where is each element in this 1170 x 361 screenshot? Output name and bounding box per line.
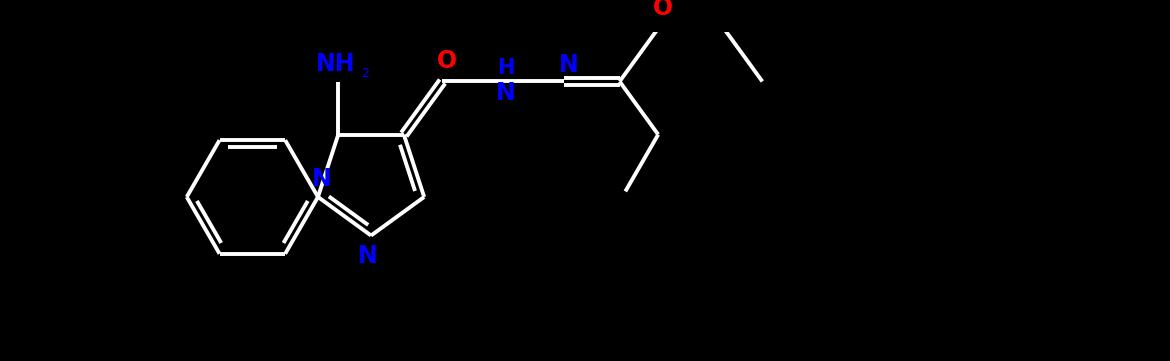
Text: N: N: [558, 53, 578, 77]
Text: NH: NH: [316, 52, 356, 76]
Text: N: N: [311, 167, 331, 191]
Text: H: H: [497, 58, 515, 78]
Text: N: N: [496, 81, 516, 105]
Text: $_2$: $_2$: [362, 62, 370, 80]
Text: O: O: [653, 0, 673, 20]
Text: N: N: [358, 244, 377, 268]
Text: O: O: [436, 49, 457, 73]
